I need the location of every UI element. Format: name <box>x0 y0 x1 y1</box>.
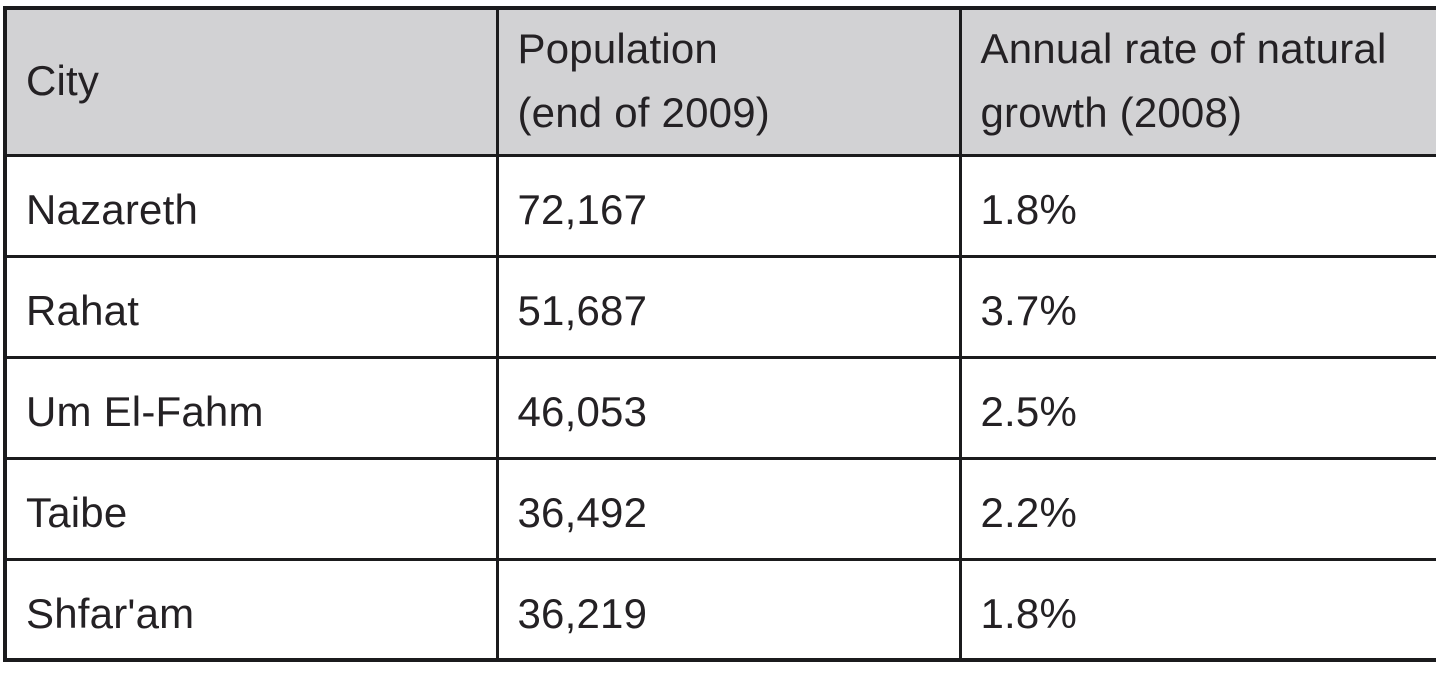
cell-city: Shfar'am <box>3 557 499 662</box>
cell-population: 51,687 <box>495 254 962 359</box>
table-row: Rahat 51,687 3.7% <box>3 254 1436 359</box>
table-header: City Population (end of 2009) Annual rat… <box>3 6 1436 157</box>
table-row: Shfar'am 36,219 1.8% <box>3 557 1436 662</box>
cell-population: 72,167 <box>495 153 962 258</box>
cell-city: Um El-Fahm <box>3 355 499 460</box>
table-row: Um El-Fahm 46,053 2.5% <box>3 355 1436 460</box>
header-label-growth-rate: Annual rate of natural growth (2008) <box>980 24 1387 136</box>
header-label-city: City <box>26 56 100 104</box>
table-row: Nazareth 72,167 1.8% <box>3 153 1436 258</box>
header-sublabel-population: (end of 2009) <box>517 88 770 136</box>
city-population-table: City Population (end of 2009) Annual rat… <box>3 6 1436 662</box>
cell-population: 46,053 <box>495 355 962 460</box>
cell-population: 36,219 <box>495 557 962 662</box>
header-label-population: Population <box>517 24 718 72</box>
header-cell-city: City <box>3 6 499 157</box>
cell-growth-rate: 1.8% <box>958 153 1436 258</box>
cell-growth-rate: 3.7% <box>958 254 1436 359</box>
cell-growth-rate: 1.8% <box>958 557 1436 662</box>
header-row: City Population (end of 2009) Annual rat… <box>3 6 1436 157</box>
cell-city: Nazareth <box>3 153 499 258</box>
cell-population: 36,492 <box>495 456 962 561</box>
cell-growth-rate: 2.2% <box>958 456 1436 561</box>
cell-city: Taibe <box>3 456 499 561</box>
cell-city: Rahat <box>3 254 499 359</box>
cell-growth-rate: 2.5% <box>958 355 1436 460</box>
table-row: Taibe 36,492 2.2% <box>3 456 1436 561</box>
header-cell-population: Population (end of 2009) <box>495 6 962 157</box>
table-body: Nazareth 72,167 1.8% Rahat 51,687 3.7% U… <box>3 153 1436 662</box>
header-cell-growth-rate: Annual rate of natural growth (2008) <box>958 6 1436 157</box>
